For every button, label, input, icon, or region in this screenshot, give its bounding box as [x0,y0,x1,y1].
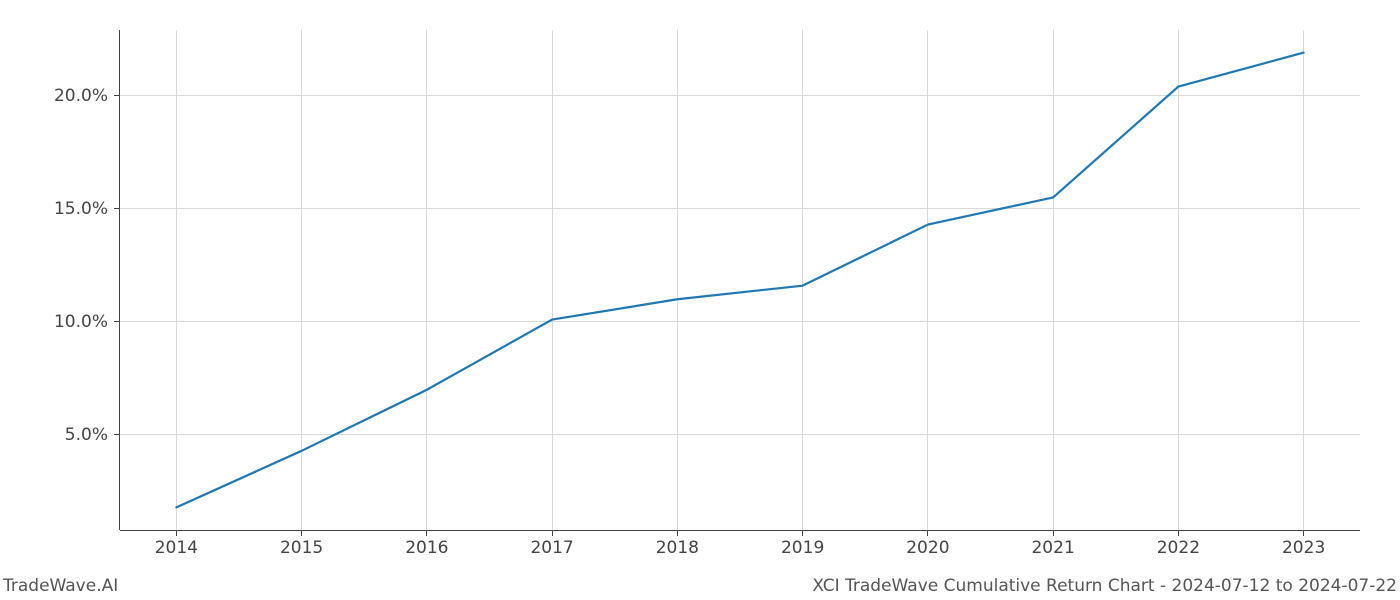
line-series [0,0,1400,600]
chart-container: { "chart": { "type": "line", "canvas": {… [0,0,1400,600]
